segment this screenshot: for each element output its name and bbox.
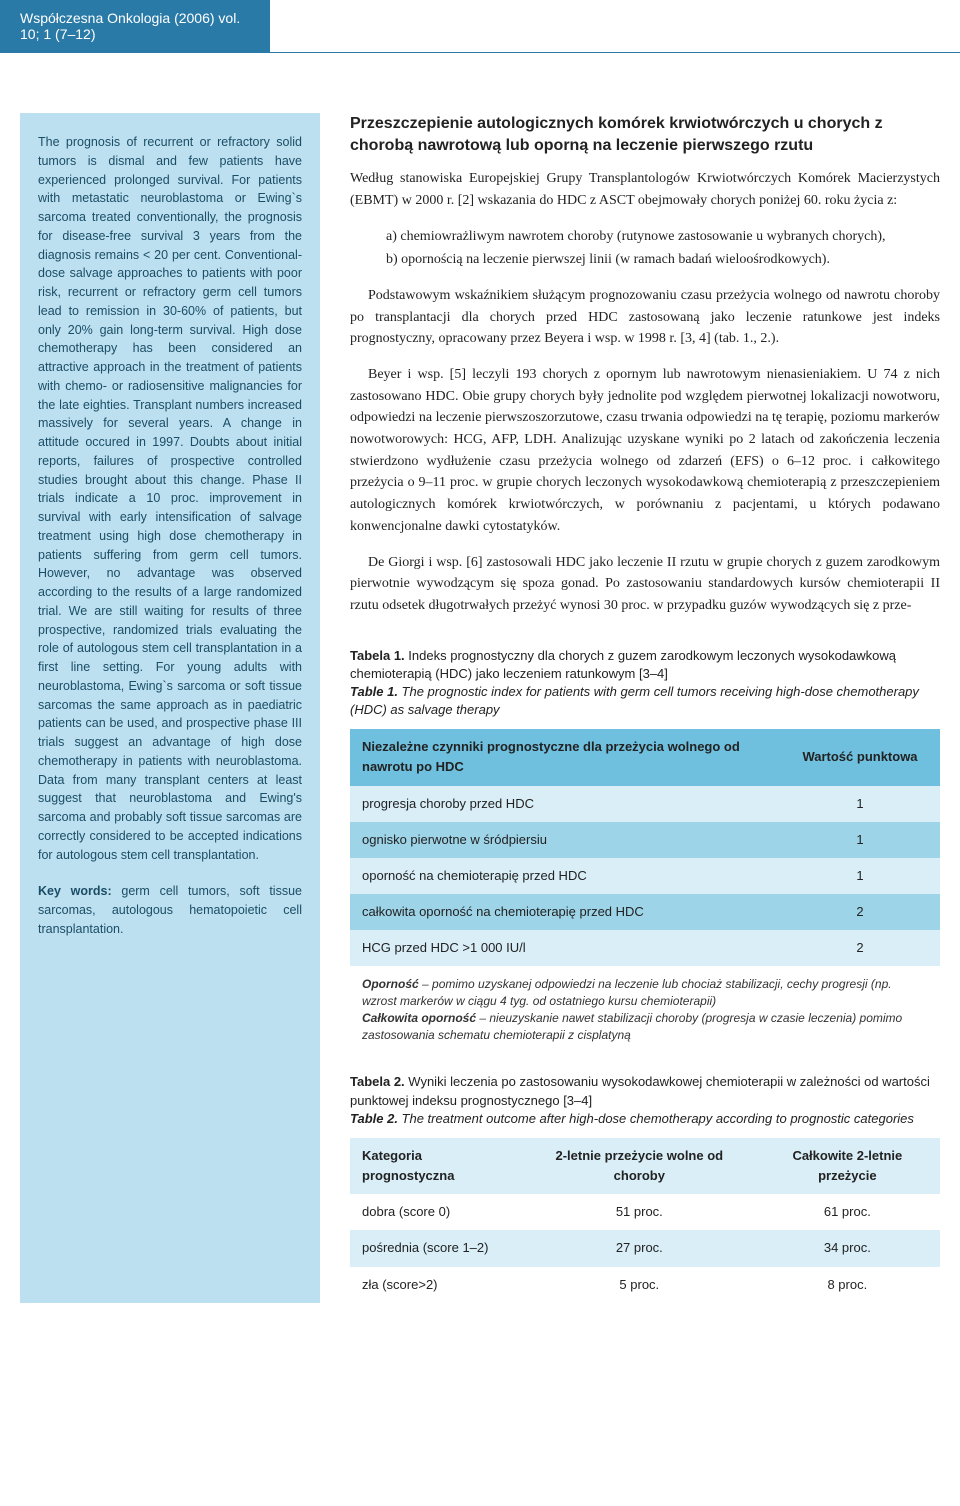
table2-caption-pl: Wyniki leczenia po zastosowaniu wysokoda… <box>350 1074 930 1107</box>
table-row: ognisko pierwotne w śródpiersiu1 <box>350 822 940 858</box>
table2-col3-header: Całkowite 2-letnie przeżycie <box>755 1138 940 1194</box>
paragraph-intro: Według stanowiska Europejskiej Grupy Tra… <box>350 168 940 211</box>
table1-caption-en-label: Table 1. <box>350 684 398 699</box>
table1: Niezależne czynniki prognostyczne dla pr… <box>350 729 940 966</box>
table2-header-row: Kategoria prognostyczna 2-letnie przeżyc… <box>350 1138 940 1194</box>
table1-value: 1 <box>780 786 940 822</box>
table1-factor: progresja choroby przed HDC <box>350 786 780 822</box>
table-row: progresja choroby przed HDC1 <box>350 786 940 822</box>
table1-caption: Tabela 1. Indeks prognostyczny dla chory… <box>350 647 940 720</box>
table2-dfs: 51 proc. <box>524 1194 755 1230</box>
table2-os: 8 proc. <box>755 1267 940 1303</box>
paragraph-3: Beyer i wsp. [5] leczyli 193 chorych z o… <box>350 364 940 538</box>
keywords-label: Key words: <box>38 884 112 898</box>
table1-value: 2 <box>780 930 940 966</box>
list-item-b: b) opornością na leczenie pierwszej lini… <box>350 249 940 271</box>
table2-caption: Tabela 2. Wyniki leczenia po zastosowani… <box>350 1073 940 1128</box>
table2-caption-pl-label: Tabela 2. <box>350 1074 405 1089</box>
section-heading: Przeszczepienie autologicznych komórek k… <box>350 113 940 156</box>
abstract-text: The prognosis of recurrent or refractory… <box>38 133 302 864</box>
table-row: dobra (score 0)51 proc.61 proc. <box>350 1194 940 1230</box>
table2-caption-en: The treatment outcome after high-dose ch… <box>398 1111 914 1126</box>
table2-os: 34 proc. <box>755 1230 940 1266</box>
table1-block: Tabela 1. Indeks prognostyczny dla chory… <box>350 647 940 1044</box>
table-row: oporność na chemioterapię przed HDC1 <box>350 858 940 894</box>
table2-category: zła (score>2) <box>350 1267 524 1303</box>
journal-header: Współczesna Onkologia (2006) vol. 10; 1 … <box>0 0 270 52</box>
table1-caption-en: The prognostic index for patients with g… <box>350 684 919 717</box>
table2-caption-en-label: Table 2. <box>350 1111 398 1126</box>
table1-col1-header: Niezależne czynniki prognostyczne dla pr… <box>350 729 780 785</box>
table2-category: pośrednia (score 1–2) <box>350 1230 524 1266</box>
table2: Kategoria prognostyczna 2-letnie przeżyc… <box>350 1138 940 1303</box>
table2-dfs: 5 proc. <box>524 1267 755 1303</box>
table-row: HCG przed HDC >1 000 IU/l2 <box>350 930 940 966</box>
keywords-block: Key words: germ cell tumors, soft tissue… <box>38 882 302 938</box>
table1-col2-header: Wartość punktowa <box>780 729 940 785</box>
paragraph-2: Podstawowym wskaźnikiem służącym prognoz… <box>350 285 940 350</box>
table2-dfs: 27 proc. <box>524 1230 755 1266</box>
table1-header-row: Niezależne czynniki prognostyczne dla pr… <box>350 729 940 785</box>
table1-caption-pl-label: Tabela 1. <box>350 648 405 663</box>
table2-os: 61 proc. <box>755 1194 940 1230</box>
table-row: całkowita oporność na chemioterapię prze… <box>350 894 940 930</box>
table2-category: dobra (score 0) <box>350 1194 524 1230</box>
table1-value: 2 <box>780 894 940 930</box>
table-row: zła (score>2)5 proc.8 proc. <box>350 1267 940 1303</box>
table1-factor: ognisko pierwotne w śródpiersiu <box>350 822 780 858</box>
list-item-a: a) chemiowrażliwym nawrotem choroby (rut… <box>350 226 940 248</box>
abstract-box: The prognosis of recurrent or refractory… <box>20 113 320 1303</box>
header-divider <box>0 52 960 53</box>
footnote2-label: Całkowita oporność <box>362 1011 476 1025</box>
table2-block: Tabela 2. Wyniki leczenia po zastosowani… <box>350 1073 940 1302</box>
table1-footnote: Oporność – pomimo uzyskanej odpowiedzi n… <box>350 966 940 1043</box>
paragraph-4: De Giorgi i wsp. [6] zastosowali HDC jak… <box>350 552 940 617</box>
main-column: Przeszczepienie autologicznych komórek k… <box>350 113 940 1303</box>
table1-factor: HCG przed HDC >1 000 IU/l <box>350 930 780 966</box>
table2-col1-header: Kategoria prognostyczna <box>350 1138 524 1194</box>
footnote1-label: Oporność <box>362 977 419 991</box>
table1-value: 1 <box>780 858 940 894</box>
table1-factor: całkowita oporność na chemioterapię prze… <box>350 894 780 930</box>
table-row: pośrednia (score 1–2)27 proc.34 proc. <box>350 1230 940 1266</box>
footnote1-text: – pomimo uzyskanej odpowiedzi na leczeni… <box>362 977 892 1008</box>
table1-caption-pl: Indeks prognostyczny dla chorych z guzem… <box>350 648 896 681</box>
content-wrapper: The prognosis of recurrent or refractory… <box>0 113 960 1323</box>
table2-col2-header: 2-letnie przeżycie wolne od choroby <box>524 1138 755 1194</box>
table1-factor: oporność na chemioterapię przed HDC <box>350 858 780 894</box>
table1-value: 1 <box>780 822 940 858</box>
